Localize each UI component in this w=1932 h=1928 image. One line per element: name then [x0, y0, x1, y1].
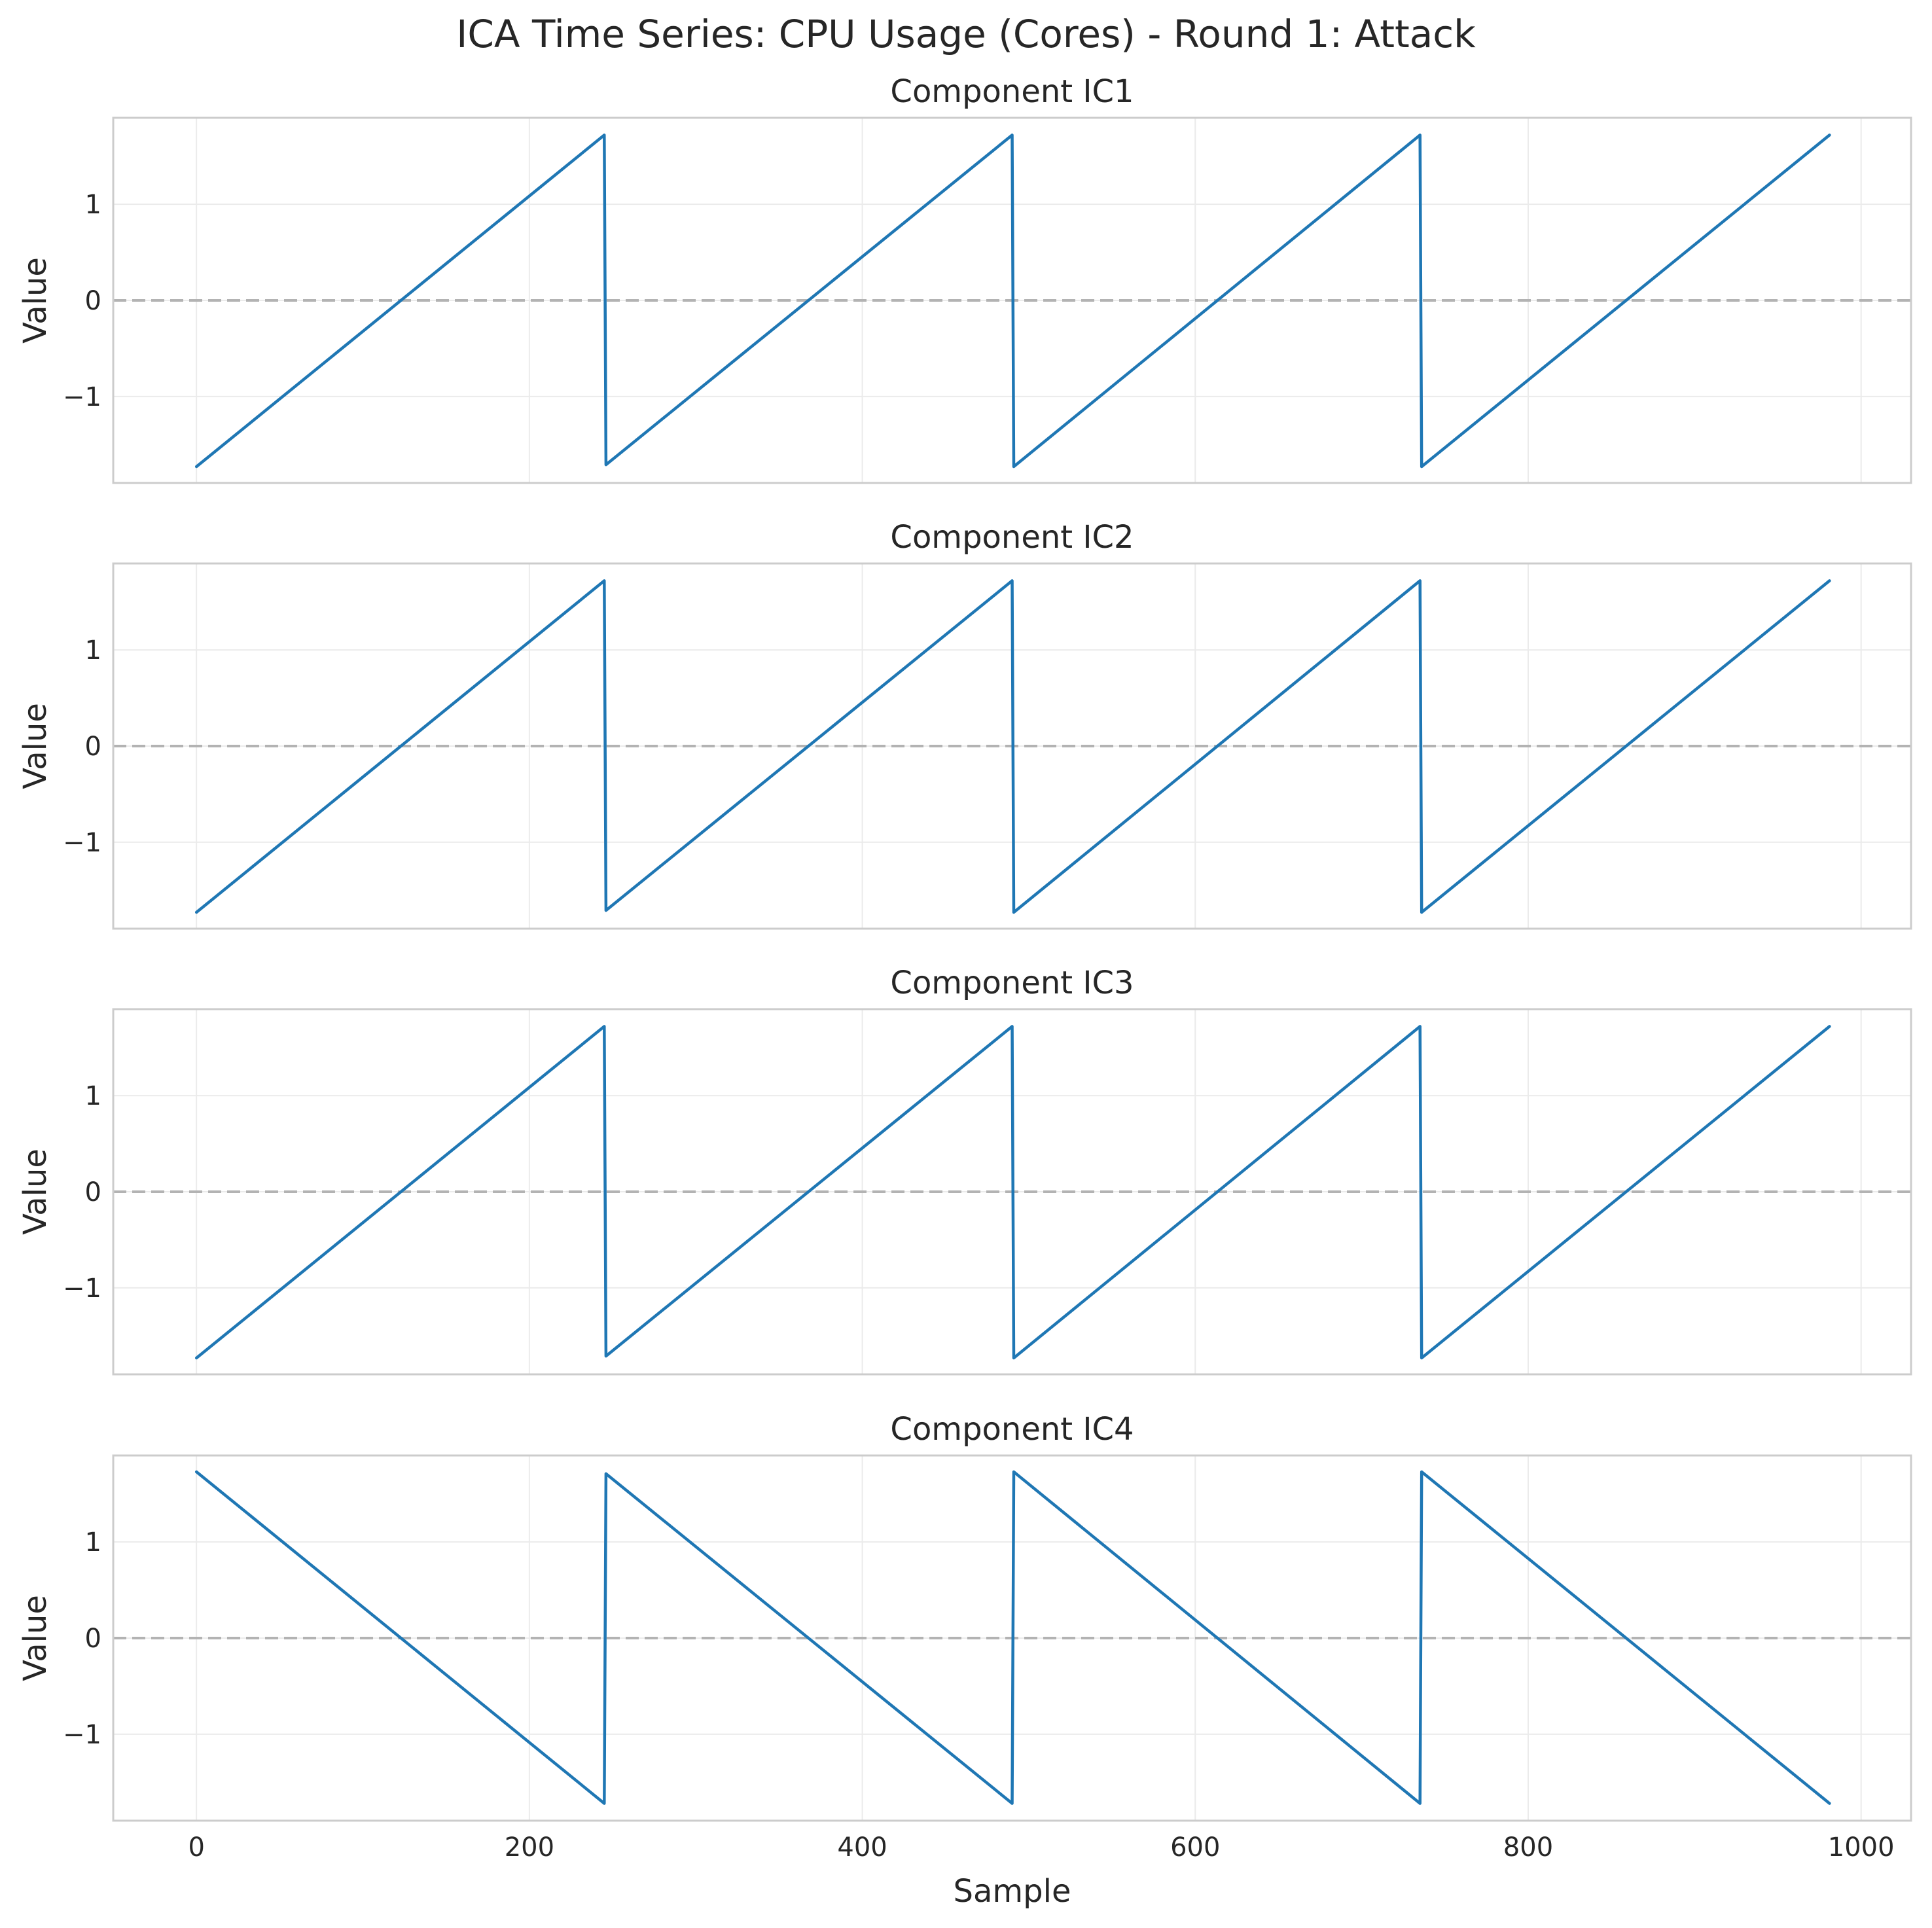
series-line-1	[194, 134, 1831, 469]
x-tick-label: 800	[1503, 1832, 1553, 1863]
y-tick-label: −1	[63, 1274, 101, 1304]
y-tick-label: −1	[63, 1720, 101, 1750]
y-axis-label: Value	[17, 1595, 54, 1681]
x-tick-label: 600	[1170, 1832, 1220, 1863]
subplot-4: −1 0 1 Value Component IC4 0 200 400 600 800 1000 S…	[17, 1411, 1912, 1910]
x-tick-label: 400	[837, 1832, 887, 1863]
subplot-title: Component IC1	[890, 73, 1134, 110]
subplot-2: −1 0 1 Value Component IC2	[17, 519, 1912, 930]
y-axis-label: Value	[17, 1149, 54, 1235]
y-tick-label: 0	[85, 1177, 101, 1207]
subplot-title: Component IC2	[890, 519, 1134, 556]
x-axis-label: Sample	[954, 1873, 1071, 1910]
y-tick-label: 1	[85, 190, 101, 220]
series-line-1	[194, 1470, 1831, 1805]
series-line-1	[194, 1025, 1831, 1360]
y-tick-label: 1	[85, 1527, 101, 1558]
y-tick-label: 0	[85, 732, 101, 762]
y-tick-label: −1	[63, 828, 101, 858]
axes-frame	[112, 1454, 1912, 1822]
x-tick-label: 200	[505, 1832, 554, 1863]
axes-frame	[112, 1008, 1912, 1376]
y-tick-label: 1	[85, 635, 101, 666]
y-tick-label: −1	[63, 382, 101, 412]
axes-frame	[112, 116, 1912, 484]
x-tick-label: 1000	[1828, 1832, 1895, 1863]
y-axis-label: Value	[17, 257, 54, 344]
y-tick-label: 0	[85, 286, 101, 316]
series-line-1	[194, 579, 1831, 914]
figure-title: ICA Time Series: CPU Usage (Cores) - Rou…	[456, 12, 1476, 56]
subplot-title: Component IC3	[890, 965, 1134, 1001]
x-tick-label: 0	[188, 1832, 204, 1863]
y-axis-label: Value	[17, 703, 54, 789]
subplot-stack: −1 0 1 Value Component IC1 −1 0 1 Value Component…	[17, 73, 1912, 1910]
subplot-1: −1 0 1 Value Component IC1	[17, 73, 1912, 484]
subplot-title: Component IC4	[890, 1411, 1134, 1448]
y-tick-label: 0	[85, 1624, 101, 1654]
axes-frame	[112, 562, 1912, 930]
subplot-3: −1 0 1 Value Component IC3	[17, 965, 1912, 1376]
y-tick-label: 1	[85, 1081, 101, 1111]
